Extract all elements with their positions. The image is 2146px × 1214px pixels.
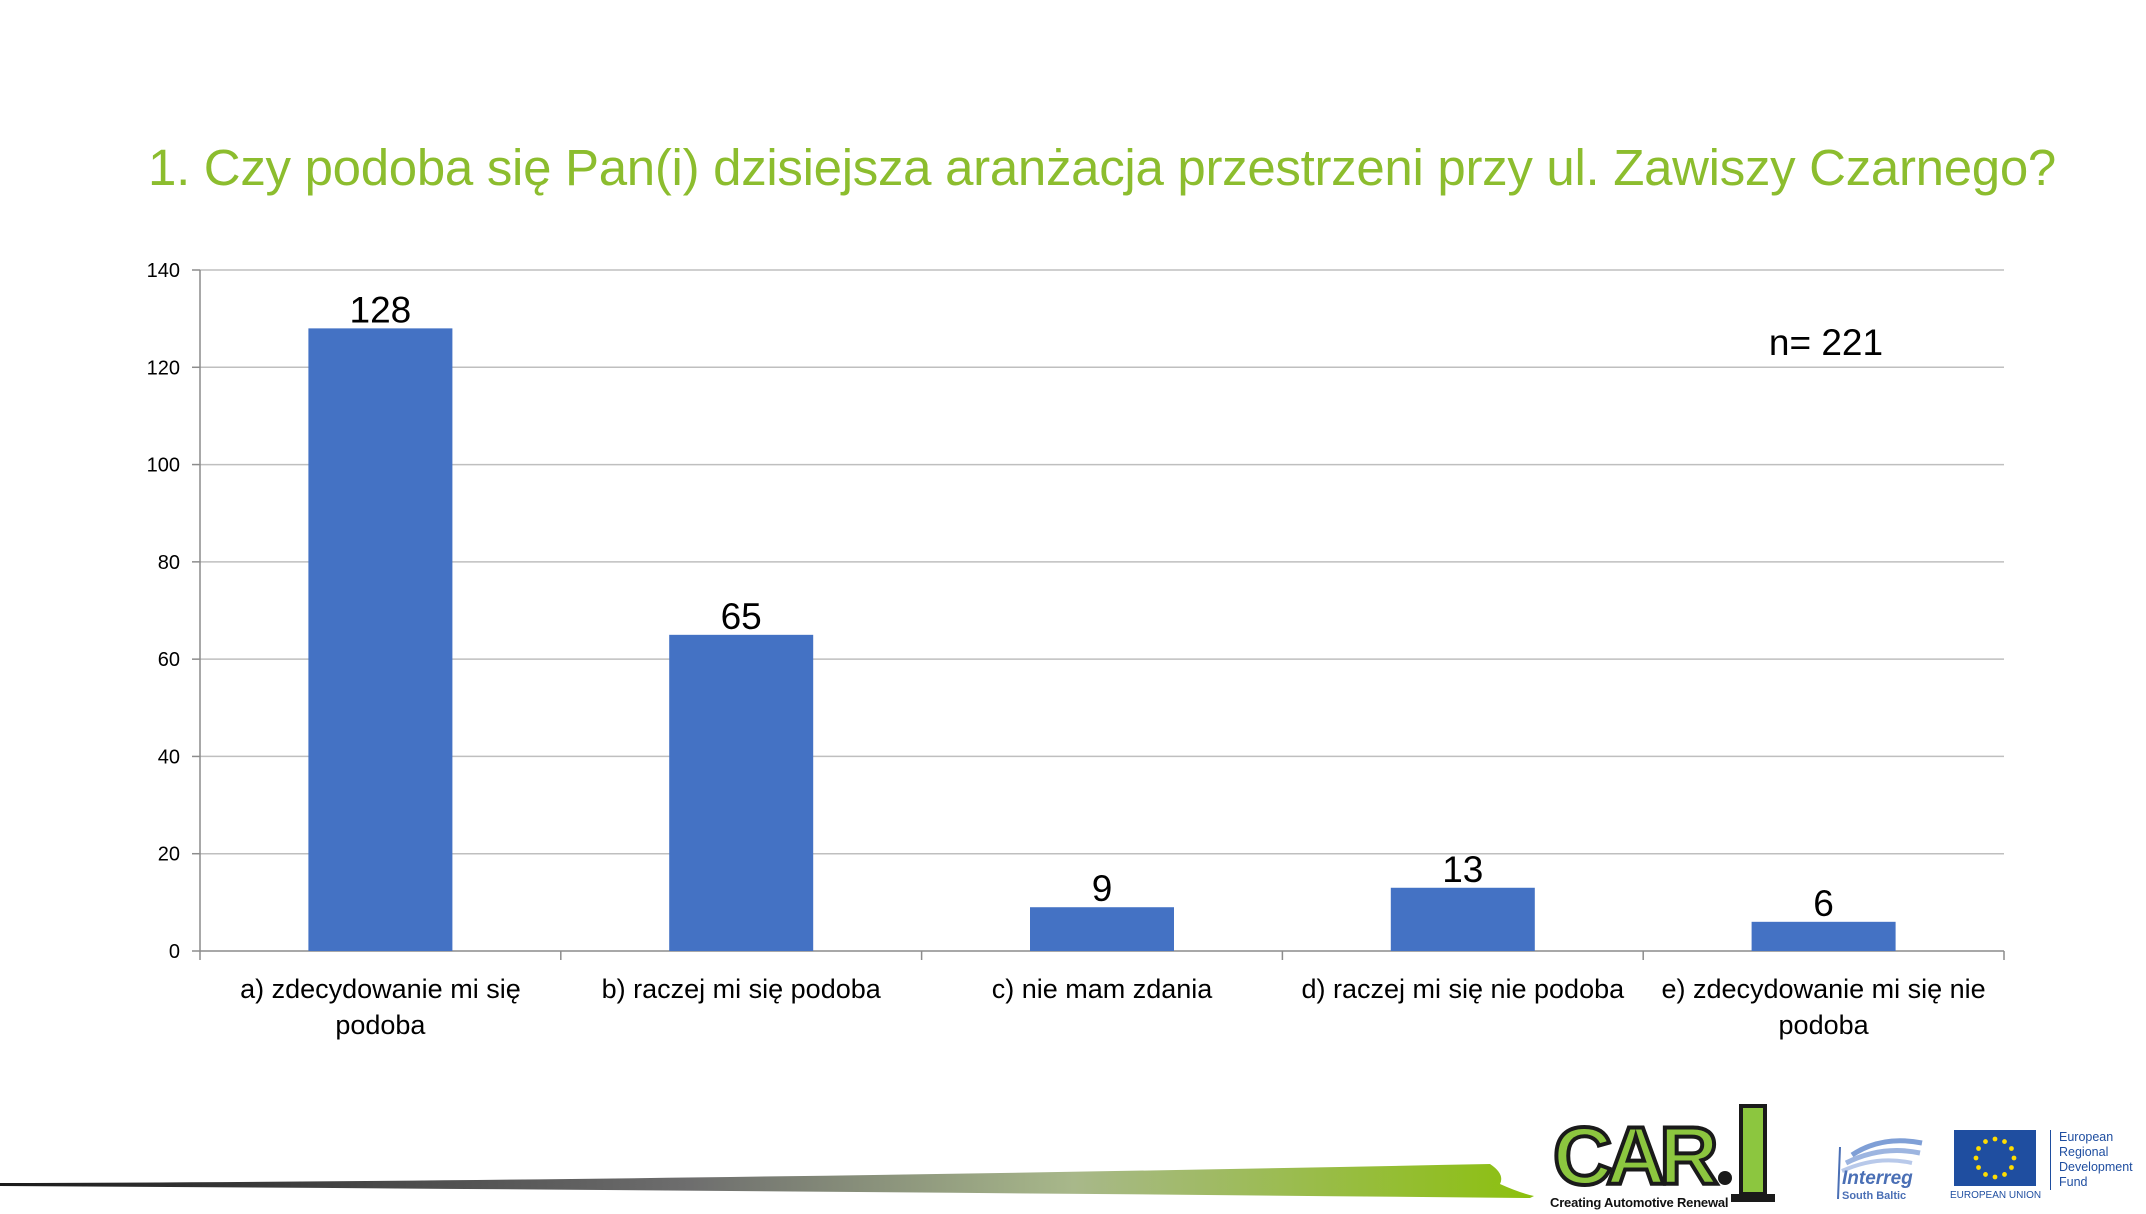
bar [669, 634, 814, 951]
eu-star [2002, 1139, 2007, 1144]
bar [1390, 887, 1535, 951]
x-category-label: podoba [335, 1010, 426, 1040]
bars [308, 328, 1896, 951]
data-label: 6 [1813, 883, 1834, 924]
erdf-line: Development [2059, 1160, 2133, 1174]
gridlines [200, 269, 2004, 855]
sample-size-annotation: n= 221 [1769, 322, 1883, 363]
data-label: 13 [1442, 849, 1483, 890]
erdf-text: European Regional Development Fund [2050, 1130, 2133, 1190]
eu-star [1976, 1165, 1981, 1170]
data-label: 9 [1092, 868, 1113, 909]
eu-star [1983, 1172, 1988, 1177]
erdf-line: Fund [2059, 1175, 2088, 1189]
eu-star [2009, 1165, 2014, 1170]
data-label: 128 [350, 289, 412, 330]
y-tick-label: 60 [158, 649, 180, 671]
svg-text:CAR: CAR [1553, 1111, 1717, 1202]
y-tick-label: 120 [147, 357, 180, 379]
eu-caption: EUROPEAN UNION [1950, 1190, 2042, 1201]
interreg-subtitle: South Baltic [1842, 1190, 1907, 1202]
x-category-label: b) raczej mi się podoba [602, 974, 882, 1004]
bar [1751, 921, 1896, 951]
interreg-name: Interreg [1842, 1168, 1913, 1189]
x-category-label: d) raczej mi się nie podoba [1301, 974, 1625, 1004]
y-tick-label: 20 [158, 844, 180, 866]
erdf-line: European [2059, 1130, 2114, 1144]
eu-star [1983, 1139, 1988, 1144]
axes: 0 20 40 60 80 100 120 140 [147, 260, 2005, 963]
bar [1030, 907, 1174, 951]
eu-star [2011, 1155, 2017, 1161]
y-tick-label: 0 [169, 941, 180, 963]
eu-star [2002, 1172, 2007, 1177]
bar [308, 328, 453, 951]
labels: 128 a) zdecydowanie mi się podoba 65 b) racz… [240, 289, 1986, 1040]
eu-star [1973, 1155, 1979, 1161]
car-i-logo: CAR [1551, 1104, 1775, 1204]
footer-gradient-stripe [0, 1164, 1534, 1198]
x-category-label: a) zdecydowanie mi się [240, 974, 521, 1004]
y-tick-label: 40 [158, 746, 180, 768]
data-label: 65 [721, 596, 762, 637]
eu-star [2009, 1146, 2014, 1151]
eu-star [1992, 1136, 1998, 1142]
interreg-logo [1837, 1138, 1923, 1200]
erdf-line: Regional [2059, 1145, 2109, 1159]
eu-flag-icon [1954, 1130, 2036, 1186]
bar-chart: 0 20 40 60 80 100 120 140 128 a) zdecydowanie mi… [147, 260, 2005, 1040]
y-tick-label: 80 [158, 552, 180, 574]
eu-star [1992, 1174, 1998, 1180]
eu-star [1976, 1146, 1981, 1151]
x-category-label: c) nie mam zdania [992, 974, 1214, 1004]
x-category-label: podoba [1779, 1010, 1870, 1040]
y-tick-label: 140 [147, 260, 180, 282]
x-category-label: e) zdecydowanie mi się nie [1662, 974, 1986, 1004]
car-tagline: Creating Automotive Renewal [1550, 1195, 1729, 1210]
y-tick-label: 100 [147, 455, 180, 477]
slide-title: 1. Czy podoba się Pan(i) dzisiejsza aran… [148, 139, 2056, 196]
